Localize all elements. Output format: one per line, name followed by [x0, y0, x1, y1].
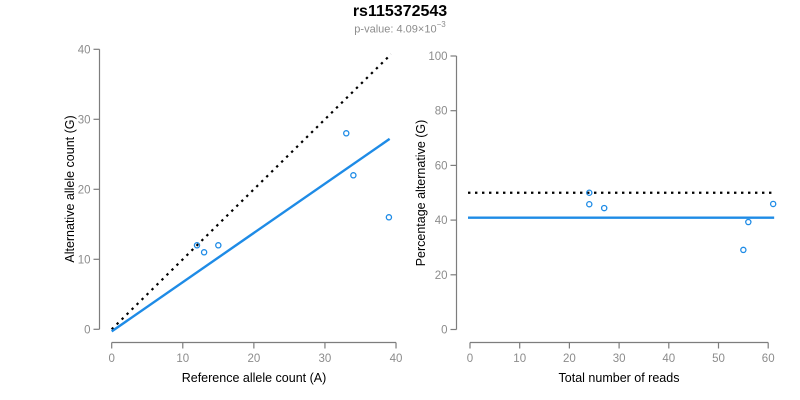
data-point: [350, 172, 357, 179]
x-tick-label: 20: [563, 353, 576, 365]
x-tick-label: 0: [108, 353, 114, 365]
y-tick-label: 100: [428, 51, 447, 63]
data-point: [200, 249, 208, 256]
x-tick-label: 30: [613, 353, 626, 365]
data-point: [215, 242, 222, 249]
data-point: [740, 246, 747, 254]
x-tick-label: 10: [513, 353, 526, 365]
x-tick-label: 20: [247, 353, 260, 365]
y-tick-label: 20: [78, 184, 91, 196]
pvalue-subtitle: p-value: 4.09×10−3: [0, 20, 800, 36]
x-tick-label: 40: [662, 353, 675, 365]
page-title: rs115372543: [352, 3, 448, 20]
y-tick-label: 30: [78, 114, 91, 126]
data-point: [769, 200, 777, 208]
right-y-axis-title: Percentage alternative (G): [414, 119, 428, 267]
y-tick-label: 0: [441, 325, 447, 337]
x-tick-label: 50: [712, 353, 725, 365]
identity-line: [110, 53, 392, 331]
y-tick-label: 10: [78, 254, 91, 266]
y-tick-label: 0: [84, 324, 90, 336]
left-x-axis-title: Reference allele count (A): [181, 371, 327, 385]
left-y-axis-title: Alternative allele count (G): [63, 115, 77, 263]
data-point: [586, 189, 593, 196]
y-tick-label: 80: [435, 106, 448, 118]
x-tick-label: 10: [176, 353, 189, 365]
data-point: [745, 218, 752, 226]
pvalue-text: p-value: 4.09×10: [354, 23, 437, 36]
pvalue-exponent: −3: [436, 20, 446, 29]
right-x-axis-title: Total number of reads: [558, 371, 680, 385]
data-point: [600, 204, 608, 212]
fit-line: [111, 137, 391, 333]
x-tick-label: 30: [319, 353, 332, 365]
y-tick-label: 40: [78, 44, 91, 56]
y-tick-label: 40: [435, 215, 448, 227]
data-point: [385, 214, 393, 221]
x-tick-label: 60: [762, 353, 775, 365]
data-point: [193, 242, 201, 249]
y-tick-label: 20: [435, 270, 448, 282]
x-tick-label: 0: [467, 353, 473, 365]
x-tick-label: 40: [390, 353, 403, 365]
data-point: [586, 200, 593, 208]
data-point: [343, 130, 350, 137]
y-tick-label: 60: [435, 160, 448, 172]
